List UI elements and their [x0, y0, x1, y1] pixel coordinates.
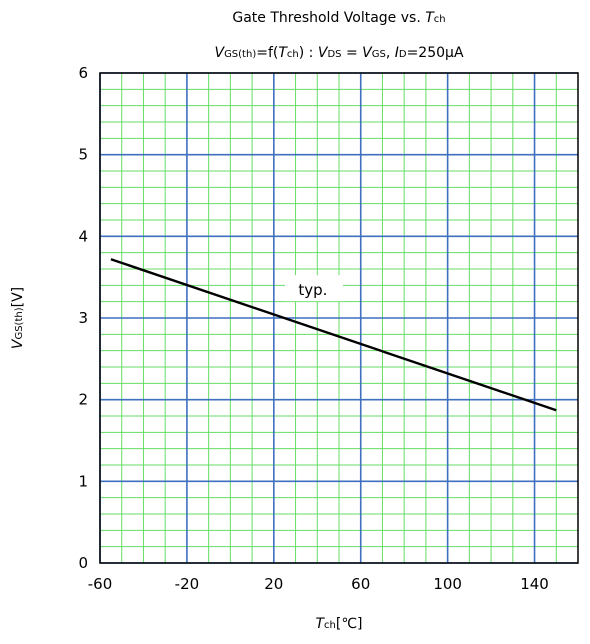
grid	[99, 72, 579, 564]
y-tick-label: 3	[78, 309, 88, 327]
x-tick-labels: -60 -20 20 60 100 140	[88, 575, 549, 593]
y-axis-label: VGS(th)[V]	[10, 287, 26, 349]
y-tick-label: 5	[78, 146, 88, 164]
series-line-typ	[110, 258, 557, 412]
x-tick-label: 140	[520, 575, 549, 593]
series-layer	[110, 258, 557, 412]
annotation-background	[284, 275, 343, 302]
y-tick-label: 2	[78, 391, 88, 409]
x-tick-label: -20	[175, 575, 200, 593]
chart-subtitle: VGS(th)=f(Tch) : VDS = VGS, ID=250μA	[214, 45, 463, 61]
chart-title: Gate Threshold Voltage vs. Tch	[232, 10, 445, 26]
plot-frame	[99, 72, 579, 564]
x-axis-label: Tch[℃]	[315, 616, 362, 632]
y-tick-label: 4	[78, 227, 88, 245]
y-tick-label: 0	[78, 554, 88, 572]
annotations: typ.	[284, 275, 343, 302]
x-tick-label: 60	[351, 575, 370, 593]
x-tick-label: 100	[433, 575, 462, 593]
y-tick-label: 1	[78, 472, 88, 490]
y-tick-label: 6	[78, 64, 88, 82]
x-tick-label: -60	[88, 575, 113, 593]
x-tick-label: 20	[264, 575, 283, 593]
annotation-typ: typ.	[298, 281, 327, 299]
y-tick-labels: 0 1 2 3 4 5 6	[78, 64, 88, 572]
